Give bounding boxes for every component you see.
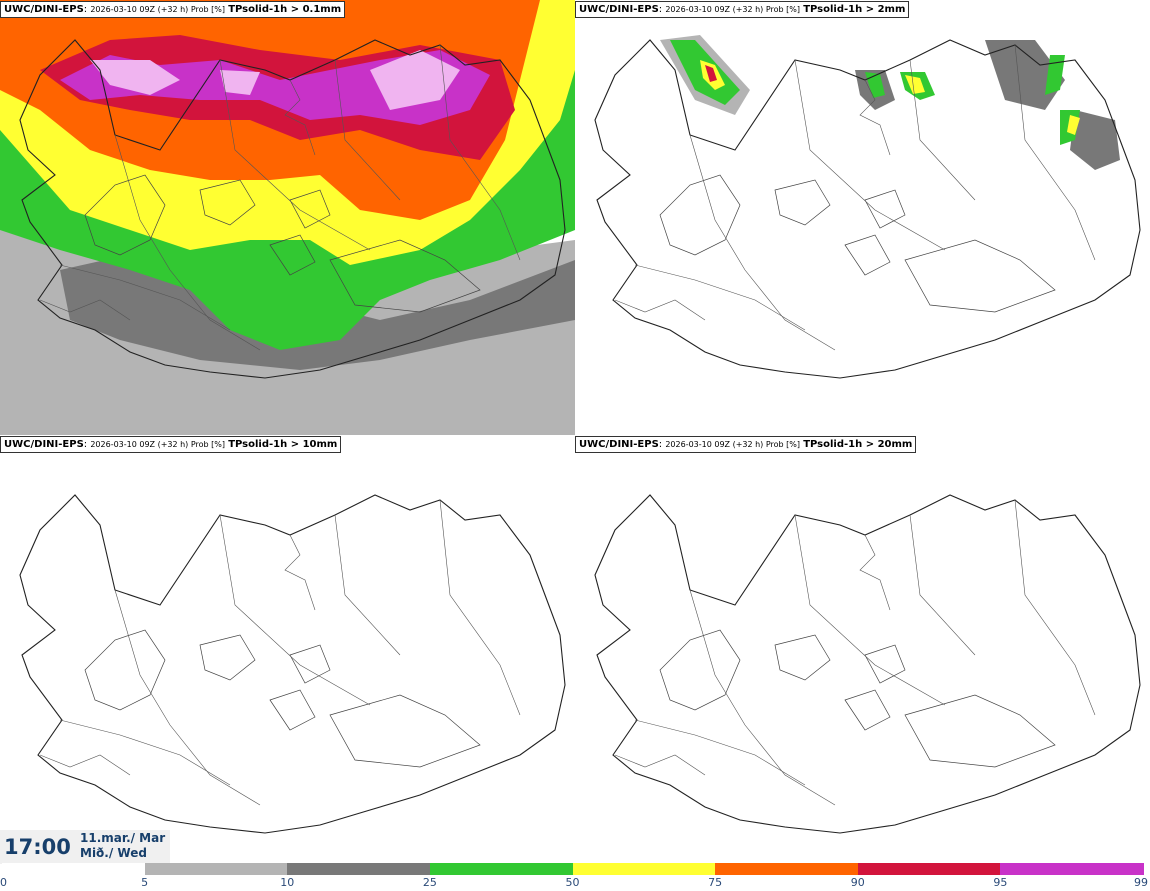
map-panel-prob-20mm: UWC/DINI-EPS: 2026-03-10 09Z (+32 h) Pro… <box>575 435 1150 870</box>
colorbar-tick-label: 0 <box>0 876 7 889</box>
run-info: 2026-03-10 09Z (+32 h) Prob [%] <box>90 440 226 449</box>
precip-field-20mm <box>575 435 1150 870</box>
precip-field-01mm <box>0 0 575 435</box>
colorbar-tick-label: 10 <box>280 876 295 889</box>
colorbar-segment <box>2 863 146 875</box>
colorbar-tick-label: 50 <box>565 876 580 889</box>
colorbar-tick-label: 25 <box>422 876 437 889</box>
model-name: UWC/DINI-EPS <box>4 4 84 15</box>
colorbar-segment <box>1000 863 1144 875</box>
parameter-label: TPsolid-1h > 2mm <box>803 4 906 15</box>
colorbar-segment <box>572 863 716 875</box>
panel-title: UWC/DINI-EPS: 2026-03-10 09Z (+32 h) Pro… <box>575 436 917 453</box>
valid-time-box: 17:00 11.mar./ Mar Mið./ Wed <box>0 830 170 864</box>
map-panel-prob-01mm: UWC/DINI-EPS: 2026-03-10 09Z (+32 h) Pro… <box>0 0 575 435</box>
valid-hour: 17:00 <box>4 835 71 859</box>
panel-title: UWC/DINI-EPS: 2026-03-10 09Z (+32 h) Pro… <box>0 1 346 18</box>
colorbar-tick-label: 90 <box>850 876 865 889</box>
colorbar-segment <box>857 863 1001 875</box>
valid-weekday: Mið./ Wed <box>80 846 147 860</box>
colorbar-segment <box>287 863 431 875</box>
colorbar-segment <box>429 863 573 875</box>
model-name: UWC/DINI-EPS <box>579 4 659 15</box>
colorbar-tick-label: 75 <box>708 876 723 889</box>
run-info: 2026-03-10 09Z (+32 h) Prob [%] <box>90 5 226 14</box>
colorbar-tick-label: 95 <box>993 876 1008 889</box>
valid-date: 11.mar./ Mar Mið./ Wed <box>80 831 165 861</box>
colorbar-tick-label: 99 <box>1134 876 1148 889</box>
panel-title: UWC/DINI-EPS: 2026-03-10 09Z (+32 h) Pro… <box>0 436 342 453</box>
precip-field-10mm <box>0 435 575 870</box>
colorbar-segment <box>715 863 859 875</box>
parameter-label: TPsolid-1h > 20mm <box>803 439 913 450</box>
map-panel-prob-10mm: UWC/DINI-EPS: 2026-03-10 09Z (+32 h) Pro… <box>0 435 575 870</box>
parameter-label: TPsolid-1h > 10mm <box>228 439 338 450</box>
parameter-label: TPsolid-1h > 0.1mm <box>228 4 342 15</box>
run-info: 2026-03-10 09Z (+32 h) Prob [%] <box>665 440 801 449</box>
colorbar-tick-label: 5 <box>141 876 149 889</box>
run-info: 2026-03-10 09Z (+32 h) Prob [%] <box>665 5 801 14</box>
colorbar-segment <box>144 863 288 875</box>
model-name: UWC/DINI-EPS <box>579 439 659 450</box>
colorbar-legend: 0 5 10 25 50 75 90 95 99 <box>0 863 1150 891</box>
model-name: UWC/DINI-EPS <box>4 439 84 450</box>
valid-date-day: 11.mar./ Mar <box>80 831 166 845</box>
panel-title: UWC/DINI-EPS: 2026-03-10 09Z (+32 h) Pro… <box>575 1 910 18</box>
precip-field-2mm <box>575 0 1150 435</box>
map-panel-prob-2mm: UWC/DINI-EPS: 2026-03-10 09Z (+32 h) Pro… <box>575 0 1150 435</box>
